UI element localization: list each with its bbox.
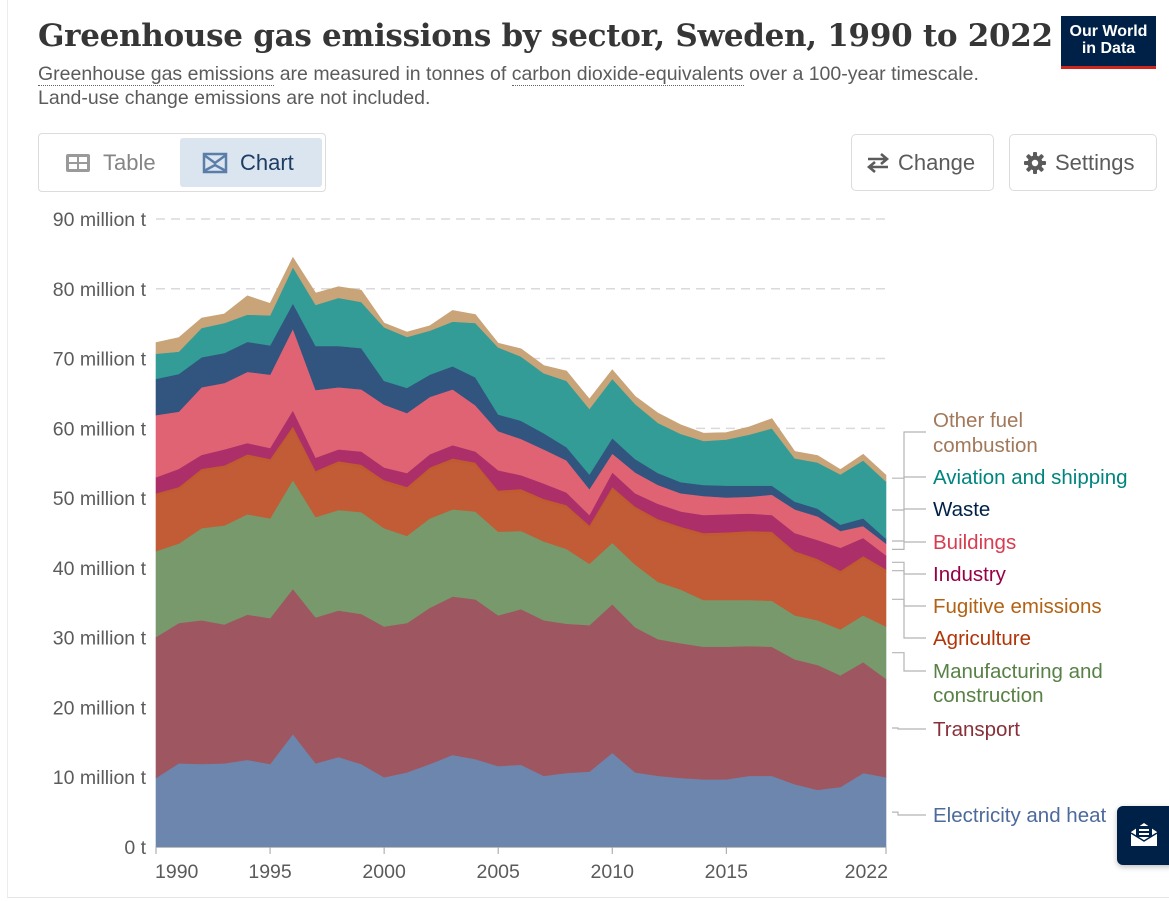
legend-connector xyxy=(892,811,926,816)
legend-label: Fugitive emissions xyxy=(933,595,1102,618)
legend-label: Industry xyxy=(933,563,1007,586)
legend-label: Electricity and heat xyxy=(933,804,1107,827)
view-tabs: Table Chart xyxy=(38,133,326,192)
x-tick-label: 2005 xyxy=(476,861,520,883)
legend-label: Manufacturing and xyxy=(933,660,1103,683)
legend-connector xyxy=(892,652,926,672)
y-axis-ticks: 0 t 10 million t 20 million t 30 million t 4… xyxy=(53,209,147,859)
legend-connector xyxy=(892,541,926,550)
chart-title: Greenhouse gas emissions by sector, Swed… xyxy=(38,18,1053,54)
legend-label: Waste xyxy=(933,498,990,521)
gear-icon xyxy=(1024,151,1046,174)
envelope-open-icon xyxy=(1130,823,1158,846)
subtitle-text-2: over a 100-year timescale. Land-use chan… xyxy=(38,63,979,109)
x-axis: 1990 1995 2000 2005 2010 2015 2022 xyxy=(155,847,888,883)
change-country-button[interactable]: Change xyxy=(851,134,994,191)
y-tick-label: 30 million t xyxy=(53,628,147,650)
y-tick-label: 40 million t xyxy=(53,558,147,580)
owid-logo[interactable]: Our World in Data xyxy=(1061,16,1156,69)
subtitle-text-1: are measured in tonnes of xyxy=(274,63,512,85)
legend-connector xyxy=(892,598,926,639)
y-tick-label: 90 million t xyxy=(53,209,147,231)
legend-connector xyxy=(892,431,926,479)
legend-connector xyxy=(892,561,926,575)
swap-arrows-icon xyxy=(866,152,890,173)
y-tick-label: 0 t xyxy=(124,837,146,859)
legend-connector xyxy=(892,508,926,542)
chart-frame xyxy=(7,0,1169,898)
ghg-emissions-link[interactable]: Greenhouse gas emissions xyxy=(38,63,275,86)
chart-icon xyxy=(202,152,228,173)
y-tick-label: 70 million t xyxy=(53,349,147,371)
legend-label: Transport xyxy=(933,718,1020,741)
x-tick-label: 1995 xyxy=(248,861,292,883)
y-tick-label: 80 million t xyxy=(53,279,147,301)
legend-label: construction xyxy=(933,684,1044,707)
logo-line-1: Our World xyxy=(1069,23,1148,40)
co2-equivalents-link[interactable]: carbon dioxide-equivalents xyxy=(511,63,744,86)
legend-label: Aviation and shipping xyxy=(933,466,1128,489)
area-other-fuel-combustion xyxy=(155,257,887,482)
tab-table[interactable]: Table xyxy=(43,138,179,187)
tab-chart[interactable]: Chart xyxy=(180,138,322,187)
tab-chart-label: Chart xyxy=(240,149,294,175)
x-tick-label: 2022 xyxy=(845,861,888,883)
y-tick-label: 20 million t xyxy=(53,697,147,719)
y-tick-label: 50 million t xyxy=(53,488,147,510)
y-tick-label: 60 million t xyxy=(53,418,147,440)
feedback-button[interactable] xyxy=(1117,806,1169,865)
settings-label: Settings xyxy=(1055,149,1135,175)
x-tick-label: 2015 xyxy=(705,861,749,883)
settings-button[interactable]: Settings xyxy=(1009,134,1157,191)
legend-connector xyxy=(892,476,926,511)
area-series xyxy=(155,257,887,848)
table-icon xyxy=(66,153,90,172)
change-label: Change xyxy=(898,149,976,175)
legend-label: Agriculture xyxy=(933,627,1031,650)
x-tick-label: 2010 xyxy=(591,861,635,883)
legend-label: Other fuel xyxy=(933,409,1023,432)
x-tick-label: 2000 xyxy=(362,861,406,883)
legend-connector xyxy=(892,727,926,730)
legend-label: Buildings xyxy=(933,531,1016,554)
y-tick-label: 10 million t xyxy=(53,767,147,789)
x-tick-label: 1990 xyxy=(155,861,199,883)
chart-subtitle: Greenhouse gas emissions are measured in… xyxy=(38,62,1028,110)
tab-table-label: Table xyxy=(103,149,156,175)
logo-line-2: in Data xyxy=(1081,40,1136,57)
legend-connector xyxy=(892,570,926,607)
legend-label: combustion xyxy=(933,434,1038,457)
